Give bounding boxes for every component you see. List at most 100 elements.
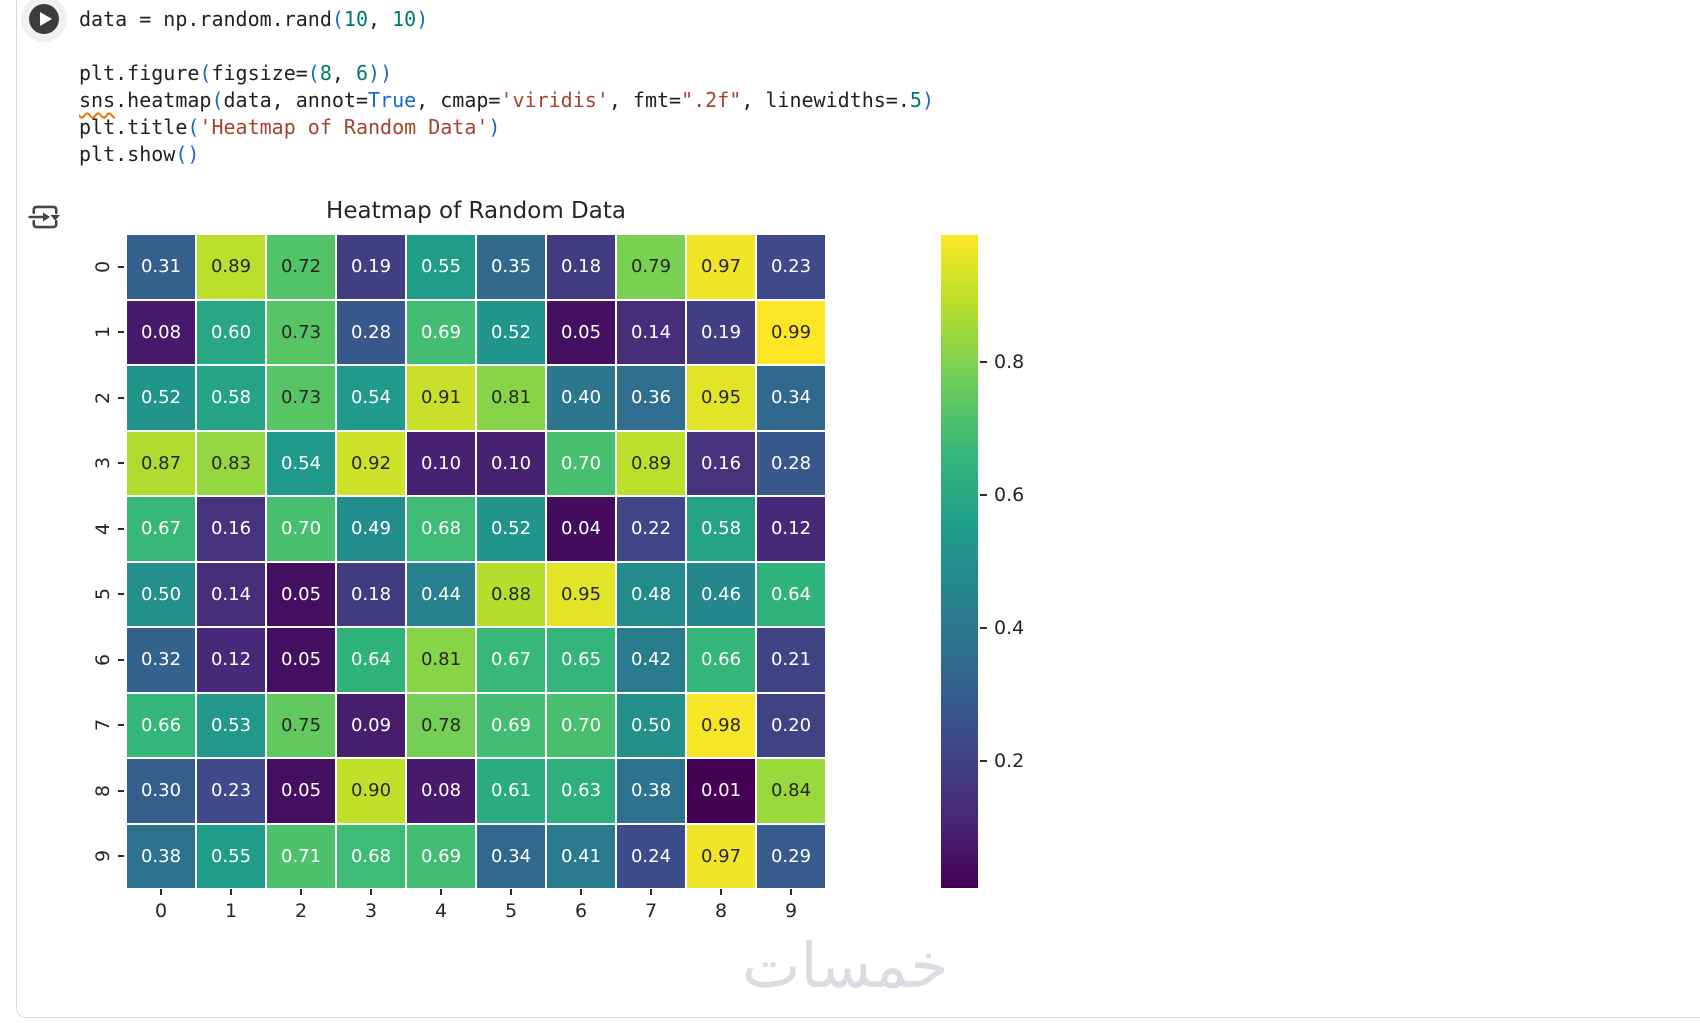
code-line: sns.heatmap(data, annot=True, cmap='viri… [79,87,934,114]
x-tick-label: 4 [434,900,448,922]
heatmap-cell-r9c4: 0.69 [407,824,475,888]
x-tick-label: 3 [364,900,378,922]
code-token: 'Heatmap of Random Data' [199,115,489,139]
x-tick-label: 1 [224,900,238,922]
heatmap-cell-r5c1: 0.14 [197,562,265,626]
heatmap-cell-r6c5: 0.67 [477,628,545,692]
x-tick-mark [160,889,162,895]
y-tick-mark [118,462,124,465]
heatmap-cell-r8c1: 0.23 [197,759,265,823]
code-token: plt.show [79,142,176,166]
code-token: ) [921,88,934,112]
heatmap-cell-r6c2: 0.05 [267,628,335,692]
x-tick-label: 9 [784,900,798,922]
heatmap-cell-r8c3: 0.90 [337,759,405,823]
x-tick-mark [370,889,372,895]
code-token: () [175,142,200,166]
output-options-button[interactable] [27,199,63,235]
heatmap-cell-r1c0: 0.08 [127,300,195,364]
heatmap-cell-r2c6: 0.40 [547,366,615,430]
y-tick-label: 7 [92,719,114,732]
heatmap-cell-r7c5: 0.69 [477,693,545,757]
heatmap-cell-r6c7: 0.42 [617,628,685,692]
heatmap-cell-r2c2: 0.73 [267,366,335,430]
code-token: )) [368,61,393,85]
heatmap-cell-r7c2: 0.75 [267,693,335,757]
x-tick-mark [510,889,512,895]
x-tick-mark [580,889,582,895]
heatmap-cell-r0c7: 0.79 [617,235,685,299]
chart-title: Heatmap of Random Data [326,198,626,224]
heatmap-cell-r9c3: 0.68 [337,824,405,888]
heatmap-cell-r4c9: 0.12 [757,497,825,561]
heatmap-cell-r2c9: 0.34 [757,366,825,430]
heatmap-cell-r6c6: 0.65 [547,628,615,692]
heatmap-cell-r3c6: 0.70 [547,431,615,495]
code-token: plt.figure [79,61,200,85]
y-tick-label: 1 [92,326,114,339]
heatmap-cell-r3c1: 0.83 [197,431,265,495]
x-tick-mark [230,889,232,895]
heatmap-cell-r5c4: 0.44 [407,562,475,626]
code-token: ) [488,115,501,139]
heatmap-cell-r6c3: 0.64 [337,628,405,692]
y-tick-mark [118,265,124,268]
heatmap-cell-r6c0: 0.32 [127,628,195,692]
heatmap-cell-r4c0: 0.67 [127,497,195,561]
code-token: , cmap= [416,88,501,112]
heatmap-cell-r9c7: 0.24 [617,824,685,888]
y-tick-label: 4 [92,522,114,535]
y-tick-mark [118,724,124,727]
x-tick-label: 6 [574,900,588,922]
run-cell-button[interactable] [29,4,59,34]
y-tick-label: 5 [92,588,114,601]
y-tick-mark [118,658,124,661]
code-editor[interactable]: data = np.random.rand(10, 10) plt.figure… [79,6,934,168]
heatmap-cell-r4c5: 0.52 [477,497,545,561]
heatmap-cell-r8c0: 0.30 [127,759,195,823]
x-tick-mark [790,889,792,895]
heatmap-cell-r1c2: 0.73 [267,300,335,364]
heatmap-cell-r1c6: 0.05 [547,300,615,364]
heatmap-cell-r9c2: 0.71 [267,824,335,888]
heatmap-cell-r3c8: 0.16 [687,431,755,495]
x-tick-label: 8 [714,900,728,922]
code-token: .heatmap [115,88,212,112]
output-with-arrow-icon [28,205,60,229]
heatmap-cell-r7c9: 0.20 [757,693,825,757]
heatmap-cell-r0c2: 0.72 [267,235,335,299]
heatmap-cell-r0c9: 0.23 [757,235,825,299]
x-tick-label: 5 [504,900,518,922]
heatmap-cell-r9c0: 0.38 [127,824,195,888]
heatmap-cell-r2c4: 0.91 [407,366,475,430]
heatmap-cell-r8c7: 0.38 [617,759,685,823]
heatmap-cell-r5c7: 0.48 [617,562,685,626]
heatmap-cell-r3c7: 0.89 [617,431,685,495]
heatmap-cell-r9c9: 0.29 [757,824,825,888]
heatmap-cell-r2c0: 0.52 [127,366,195,430]
heatmap-cell-r3c5: 0.10 [477,431,545,495]
heatmap-cell-r2c3: 0.54 [337,366,405,430]
code-token: ( [199,61,212,85]
y-tick-mark [118,527,124,530]
y-tick-label: 0 [92,260,114,273]
x-tick-label: 2 [294,900,308,922]
colorbar-tick-label: 0.8 [994,350,1025,373]
heatmap-cell-r2c1: 0.58 [197,366,265,430]
heatmap-cell-r5c6: 0.95 [547,562,615,626]
heatmap-cell-r1c7: 0.14 [617,300,685,364]
y-tick-mark [118,396,124,399]
code-token: ".2f" [681,88,742,112]
heatmap-cell-r7c3: 0.09 [337,693,405,757]
watermark: خمسات [742,929,949,1002]
heatmap-cell-r0c3: 0.19 [337,235,405,299]
heatmap-cell-r2c8: 0.95 [687,366,755,430]
colorbar-gradient [941,235,978,888]
code-token: 8 [319,61,332,85]
colorbar-tick-mark [980,360,987,363]
colorbar-tick-mark [980,493,987,496]
heatmap-cell-r2c5: 0.81 [477,366,545,430]
heatmap-cell-r6c4: 0.81 [407,628,475,692]
heatmap-cell-r5c5: 0.88 [477,562,545,626]
y-tick-mark [118,331,124,334]
